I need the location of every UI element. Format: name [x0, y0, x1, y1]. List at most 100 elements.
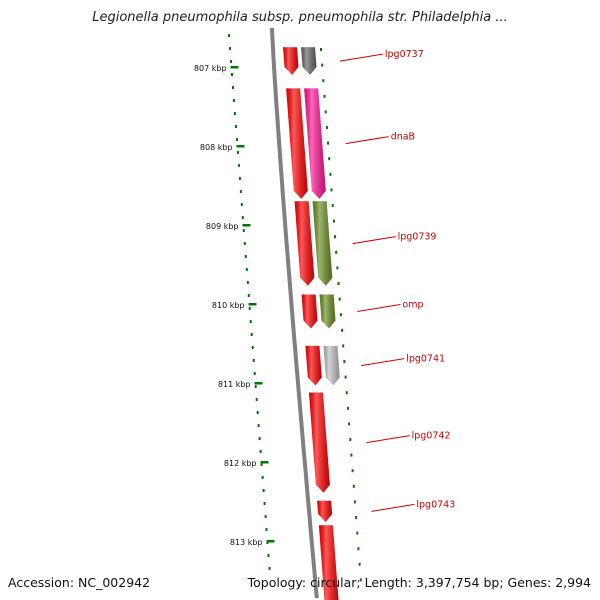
- ruler-dot: [329, 172, 332, 176]
- cds-arrow-shade: [294, 201, 315, 286]
- scale-tick-label: 811 kbp: [218, 380, 251, 389]
- scale-tick-mark: [242, 224, 251, 227]
- ruler-dot: [358, 562, 361, 566]
- ruler-dot: [246, 281, 249, 284]
- ruler-dot: [263, 502, 266, 505]
- ruler-dot: [238, 177, 241, 180]
- ruler-dot: [250, 333, 253, 336]
- ruler-dot: [244, 255, 247, 258]
- ruler-dot: [241, 216, 244, 219]
- gene-label-leader: [371, 503, 415, 512]
- ruler-dot: [330, 188, 333, 192]
- ruler-dot: [331, 204, 334, 207]
- ruler-dot: [228, 34, 230, 37]
- scale-tick-label: 808 kbp: [200, 143, 233, 152]
- ruler-dot: [240, 203, 243, 206]
- gene-label-leader: [357, 304, 401, 312]
- ruler-dot: [351, 469, 354, 473]
- ruler-dot: [327, 141, 329, 145]
- scale-ticks: 807 kbp 808 kbp 809 kbp 810 kbp 811 kbp 812 k…: [194, 64, 275, 547]
- ruler-dot: [242, 229, 245, 232]
- gene-labels: lpg0737 dnaB lpg0739 omp lpg0741 lpg0742 lpg07…: [339, 49, 455, 512]
- ruler-dot: [233, 112, 236, 115]
- ruler-dot: [336, 266, 339, 270]
- cds-arrow-shade: [301, 294, 318, 329]
- scale-tick-mark: [260, 461, 269, 464]
- scale-tick-mark: [266, 540, 275, 543]
- ruler-dot: [259, 450, 262, 453]
- ruler-dot: [341, 328, 344, 332]
- ruler-dot: [349, 438, 352, 441]
- ruler-dot: [350, 453, 353, 457]
- ruler-dot: [248, 307, 251, 310]
- topology-text: Topology: circular; Length: 3,397,754 bp…: [247, 575, 591, 590]
- ruler-dot: [355, 516, 358, 519]
- ruler-dot: [334, 235, 336, 239]
- ruler-dot: [231, 73, 233, 76]
- gene-label-leader: [366, 435, 410, 444]
- scale-tick-label: 807 kbp: [194, 64, 227, 73]
- ruler-dot: [232, 99, 235, 102]
- cds-arrow-shade: [317, 500, 333, 522]
- cds-arrow-shade: [318, 525, 339, 600]
- ruler-dot: [253, 372, 256, 375]
- ruler-dot: [338, 297, 341, 301]
- ruler-dot: [261, 476, 264, 479]
- ruler-dot: [260, 463, 263, 466]
- ruler-dot: [258, 437, 261, 440]
- gene-label-omp: omp: [402, 300, 423, 311]
- scale-tick-mark: [254, 382, 263, 385]
- ruler-dot: [230, 60, 232, 63]
- ruler-dot: [346, 406, 349, 410]
- gene-label-leader: [339, 53, 383, 62]
- ruler-dot: [255, 398, 258, 401]
- accession-text: Accession: NC_002942: [8, 575, 151, 590]
- ruler-dot: [353, 500, 356, 504]
- gene-label-lpg0741: lpg0741: [406, 354, 445, 365]
- cog-arrow-shade: [319, 294, 336, 329]
- ruler-dot: [359, 578, 362, 582]
- ruler-dot: [239, 190, 242, 193]
- gene-label-leader: [352, 236, 396, 245]
- ruler-dot: [332, 219, 335, 223]
- ruler-dot: [245, 268, 248, 271]
- gene-label-lpg0743: lpg0743: [416, 499, 455, 510]
- gene-label-lpg0742: lpg0742: [412, 431, 451, 442]
- scale-tick-label: 809 kbp: [206, 222, 239, 231]
- ruler-dot: [257, 424, 260, 427]
- ruler-dot: [264, 515, 267, 518]
- ruler-dot: [356, 531, 359, 535]
- ruler-dot: [268, 567, 271, 570]
- ruler-dot: [339, 313, 342, 317]
- ruler-dot: [335, 250, 338, 254]
- gene-label-dnaB: dnaB: [391, 132, 415, 143]
- ruler-dot: [357, 547, 360, 551]
- map-title: Legionella pneumophila subsp. pneumophil…: [92, 10, 508, 25]
- ruler-dot: [256, 411, 259, 414]
- scale-tick-mark: [236, 145, 245, 148]
- ruler-dot: [247, 294, 250, 297]
- ruler-dot: [262, 489, 265, 492]
- gene-label-lpg0737: lpg0737: [385, 49, 424, 60]
- ruler-dot: [348, 422, 351, 426]
- backbone-line: [270, 27, 319, 599]
- ruler-dot: [324, 110, 327, 114]
- scale-tick-label: 812 kbp: [224, 459, 257, 468]
- scale-tick-mark: [230, 66, 239, 69]
- ruler-dot: [345, 391, 348, 395]
- cds-arrow-shade: [286, 88, 308, 199]
- ruler-dot: [236, 151, 239, 154]
- gene-label-lpg0739: lpg0739: [398, 232, 437, 243]
- backbone: [270, 27, 319, 599]
- cog-arrow-shade: [301, 47, 317, 75]
- ruler-dot: [328, 157, 331, 161]
- ruler-dot: [237, 164, 240, 167]
- cog-arrow-shade: [312, 201, 333, 286]
- gene-label-leader: [345, 136, 389, 145]
- ruler-dot: [243, 242, 246, 245]
- cds-arrow-shade: [308, 392, 330, 493]
- ruler-dot: [265, 528, 268, 531]
- ruler-dot: [232, 86, 234, 89]
- cog-arrow-shade: [323, 345, 340, 386]
- ruler-dot: [267, 554, 270, 557]
